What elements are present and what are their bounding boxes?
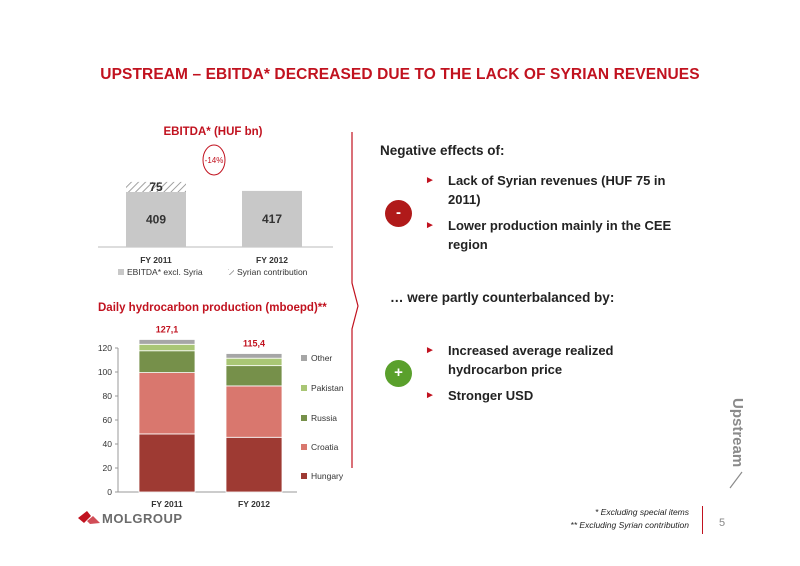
bullet-arrow-icon: ►	[425, 175, 435, 186]
legend-label-pakistan: Pakistan	[311, 383, 344, 393]
panel-divider	[351, 132, 359, 468]
production-category-label: FY 2011	[151, 499, 183, 509]
production-chart-title: Daily hydrocarbon production (mboepd)**	[98, 302, 327, 314]
legend-label-croatia: Croatia	[311, 442, 339, 452]
production-total-label: 115,4	[243, 339, 265, 349]
logo-mark-icon	[78, 511, 100, 524]
negative-sign-icon: -	[385, 200, 412, 227]
positive-sign-icon: +	[385, 360, 412, 387]
ebitda-bar-label: 417	[262, 212, 282, 226]
y-tick-label: 40	[103, 439, 113, 449]
legend-label-excl-syria: EBITDA* excl. Syria	[127, 267, 203, 277]
negative-heading: Negative effects of:	[380, 143, 505, 158]
production-bar-russia	[138, 350, 196, 373]
production-bar-hungary	[138, 433, 196, 493]
ebitda-bar-excl-syria	[242, 190, 302, 247]
production-bar-hungary	[225, 436, 283, 493]
legend-swatch-pakistan	[301, 385, 307, 391]
slide-title: UPSTREAM – EBITDA* DECREASED DUE TO THE …	[100, 66, 700, 83]
legend-swatch-russia	[301, 415, 307, 421]
ebitda-category-label: FY 2011	[140, 255, 172, 265]
negative-bullet-2: Lower production mainly in the CEE regio…	[448, 218, 672, 252]
production-total-label: 127,1	[156, 324, 179, 334]
counter-heading: … were partly counterbalanced by:	[390, 290, 615, 305]
legend-label-hungary: Hungary	[311, 471, 344, 481]
logo-text: MOLGROUP	[102, 510, 183, 526]
production-bar-other	[225, 353, 283, 359]
ebitda-bar-syria	[126, 181, 186, 192]
footnote-1: * Excluding special items	[594, 507, 689, 517]
production-bar-pakistan	[225, 357, 283, 367]
y-tick-label: 80	[103, 391, 113, 401]
molgroup-logo: MOLGROUP	[78, 510, 183, 526]
legend-swatch-syria	[228, 269, 234, 275]
ebitda-chart-title: EBITDA* (HUF bn)	[163, 126, 263, 138]
ebitda-category-label: FY 2012	[256, 255, 288, 265]
y-tick-label: 20	[103, 463, 113, 473]
y-tick-label: 100	[98, 367, 112, 377]
production-bar-russia	[225, 365, 283, 387]
page-number: 5	[719, 517, 726, 529]
ebitda-bar-label: 409	[146, 212, 166, 226]
y-tick-label: 120	[98, 343, 112, 353]
bullet-arrow-icon: ►	[425, 345, 435, 356]
legend-label-other: Other	[311, 353, 332, 363]
production-chart: 0 20 40 60 80 100 120 127,1 FY 2011 115,4 FY 2012 O…	[98, 324, 344, 509]
legend-swatch-other	[301, 355, 307, 361]
ebitda-bar-excl-syria	[126, 191, 186, 247]
footer-divider	[702, 506, 703, 534]
legend-label-russia: Russia	[311, 413, 337, 423]
side-section-label: Upstream	[729, 398, 746, 468]
side-label-slash	[729, 471, 743, 489]
y-tick-label: 60	[103, 415, 113, 425]
production-bar-croatia	[138, 372, 196, 435]
production-bar-other	[138, 339, 196, 345]
legend-swatch-excl-syria	[118, 269, 124, 275]
ebitda-change-ellipse	[202, 144, 226, 176]
legend-label-syria: Syrian contribution	[237, 267, 308, 277]
bullet-arrow-icon: ►	[425, 220, 435, 231]
ebitda-syria-label: 75	[149, 180, 163, 194]
footnote-2: ** Excluding Syrian contribution	[570, 520, 689, 530]
legend-swatch-hungary	[301, 473, 307, 479]
positive-bullet-2: Stronger USD	[448, 388, 534, 403]
positive-bullet-1: Increased average realized hydrocarbon p…	[448, 343, 614, 377]
negative-bullet-1: Lack of Syrian revenues (HUF 75 in 2011)	[448, 173, 666, 207]
y-tick-label: 0	[107, 487, 112, 497]
ebitda-change-label: -14%	[205, 156, 224, 165]
legend-swatch-croatia	[301, 444, 307, 450]
production-category-label: FY 2012	[238, 499, 270, 509]
ebitda-chart: 409 75 FY 2011 417 FY 2012 -14% EBITDA* excl. …	[98, 144, 333, 277]
production-bar-croatia	[225, 385, 283, 438]
bullet-arrow-icon: ►	[425, 390, 435, 401]
production-bar-pakistan	[138, 343, 196, 352]
